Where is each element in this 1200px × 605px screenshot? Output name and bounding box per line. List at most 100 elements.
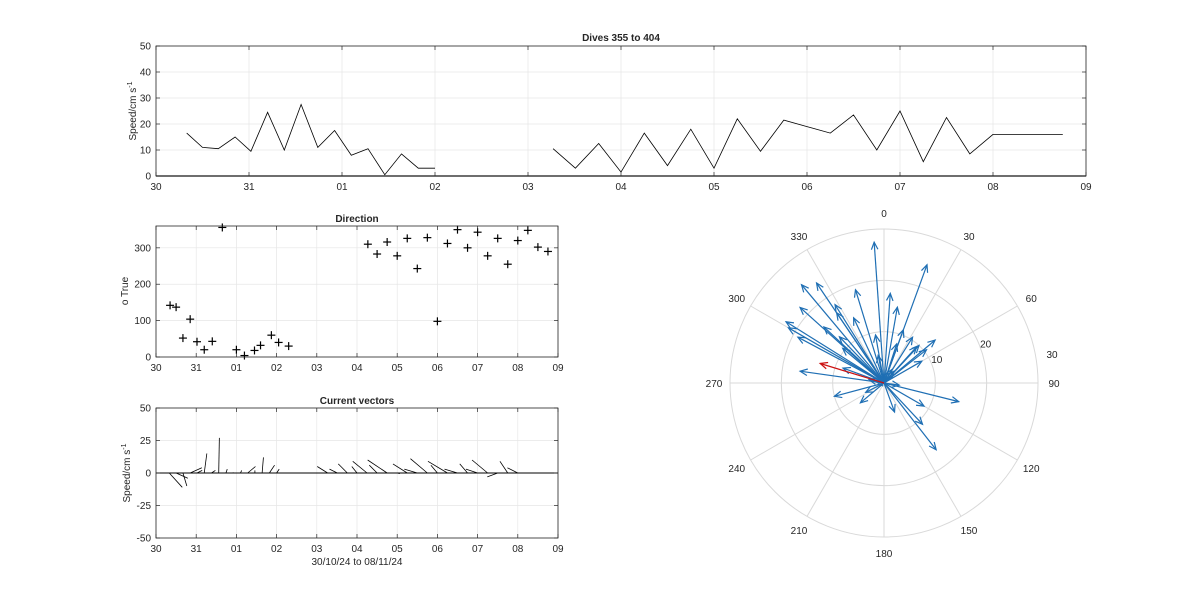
polar-angle-label: 120: [1023, 464, 1040, 475]
arrow-shaft: [877, 355, 885, 384]
vector-stick: [427, 460, 448, 474]
arrow-shaft: [797, 336, 885, 384]
arrow-shaft: [801, 284, 885, 384]
polar-angle-label: 300: [728, 294, 745, 305]
y-tick-label: -50: [137, 534, 152, 545]
x-tick-label: 03: [311, 544, 323, 555]
x-tick-label: 02: [271, 544, 283, 555]
vector-stick: [269, 464, 275, 474]
x-tick-label: 30: [150, 182, 162, 193]
x-tick-label: 30: [150, 363, 162, 374]
polar-radius-label: 30: [1046, 350, 1058, 361]
direction-point: [393, 251, 402, 260]
direction-point: [218, 223, 227, 232]
vector-panel: 30 31 01 02 03 04 05 06 07 08 09 -50 -25 0 25 50 Curren…: [121, 396, 564, 568]
vector-tick-labels: 30 31 01 02 03 04 05 06 07 08 09 -50 -25 0 25 50: [137, 404, 564, 556]
y-tick-label: 100: [134, 316, 151, 327]
x-tick-label: 04: [351, 363, 363, 374]
direction-point: [433, 317, 442, 326]
polar-vector: [883, 360, 924, 384]
arrow-head: [867, 377, 877, 385]
vector-stick: [218, 437, 220, 474]
arrow-shaft: [820, 362, 885, 384]
y-tick-label: 0: [145, 353, 151, 364]
direction-point: [383, 238, 392, 247]
direction-point: [200, 345, 209, 354]
arrow-shaft: [883, 369, 893, 384]
polar-mean-vector: [818, 361, 885, 384]
polar-vector: [883, 382, 924, 426]
x-tick-label: 31: [243, 182, 255, 193]
vector-stick: [392, 463, 408, 474]
arrow-shaft: [800, 370, 885, 384]
vector-stick: [211, 470, 216, 474]
arrow-head: [915, 399, 926, 407]
direction-point: [503, 260, 512, 269]
x-tick-label: 30: [150, 544, 162, 555]
y-tick-label: 30: [140, 94, 152, 105]
vector-stick: [337, 463, 348, 474]
x-tick-label: 03: [311, 363, 323, 374]
arrow-head: [884, 368, 893, 378]
vector-stick: [261, 457, 264, 474]
polar-vector: [883, 382, 926, 407]
arrow-shaft: [788, 327, 885, 384]
arrow-head: [798, 306, 808, 315]
arrow-head: [832, 390, 843, 399]
x-tick-label: 04: [615, 182, 627, 193]
vector-stick: [507, 467, 518, 474]
direction-point: [274, 338, 283, 347]
direction-point: [256, 341, 265, 350]
polar-vector: [883, 342, 899, 384]
direction-title: Direction: [335, 214, 378, 225]
y-tick-label: 0: [145, 469, 151, 480]
arrow-shaft: [834, 382, 885, 397]
polar-vector: [870, 240, 885, 384]
vector-stick: [499, 461, 509, 474]
y-tick-label: 40: [140, 68, 152, 79]
vector-stick: [410, 458, 428, 474]
vector-stick: [175, 472, 188, 479]
direction-point: [523, 226, 532, 235]
vector-stick: [367, 459, 388, 474]
polar-vector: [853, 316, 885, 384]
x-tick-label: 04: [351, 544, 363, 555]
arrow-head: [815, 281, 824, 291]
arrow-head: [950, 396, 961, 404]
direction-point: [178, 334, 187, 343]
arrow-shaft: [785, 321, 885, 384]
polar-angle-label: 210: [791, 526, 808, 537]
polar-angle-label: 330: [791, 232, 808, 243]
arrow-shaft: [865, 382, 885, 393]
direction-point: [513, 236, 522, 245]
arrow-head: [798, 368, 808, 376]
direction-point: [172, 303, 181, 312]
polar-angle-label: 270: [706, 379, 723, 390]
polar-spoke: [750, 382, 885, 461]
arrow-shaft: [883, 339, 936, 384]
speed-line-segment: [186, 103, 435, 176]
arrow-head: [796, 336, 806, 344]
direction-point: [443, 239, 452, 248]
x-tick-label: 31: [191, 544, 203, 555]
polar-vector: [832, 382, 885, 399]
vector-stick: [471, 459, 488, 474]
direction-ylabel: o True: [120, 276, 131, 305]
arrow-shaft: [823, 326, 885, 384]
y-tick-label: 300: [134, 243, 151, 254]
arrow-head: [875, 353, 884, 364]
polar-vector: [815, 281, 885, 384]
y-tick-label: 50: [140, 404, 152, 415]
polar-panel: 0 30 60 90 120 150 180 210 240 270 300 330 10 20 30: [706, 209, 1060, 560]
y-tick-label: 25: [140, 436, 152, 447]
arrow-head: [822, 325, 832, 335]
vector-sticks: [156, 437, 558, 488]
vector-stick: [487, 472, 498, 478]
arrow-head: [800, 283, 809, 293]
arrow-head: [888, 403, 896, 414]
arrow-shaft: [883, 382, 900, 386]
x-tick-label: 08: [512, 363, 524, 374]
arrow-head: [787, 327, 797, 335]
y-tick-label: -25: [137, 501, 152, 512]
